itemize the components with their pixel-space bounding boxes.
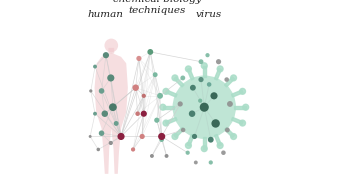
Circle shape xyxy=(158,133,165,140)
Circle shape xyxy=(225,128,230,132)
FancyArrow shape xyxy=(187,68,194,80)
Circle shape xyxy=(210,92,218,99)
Circle shape xyxy=(153,72,158,77)
Text: chemical biology
techniques: chemical biology techniques xyxy=(113,0,202,15)
Circle shape xyxy=(201,63,207,69)
FancyArrow shape xyxy=(224,77,235,87)
Circle shape xyxy=(217,143,223,148)
Circle shape xyxy=(201,146,207,152)
FancyArrow shape xyxy=(232,90,243,97)
Polygon shape xyxy=(95,53,128,174)
Circle shape xyxy=(243,104,249,110)
Circle shape xyxy=(194,160,198,164)
Circle shape xyxy=(89,89,92,93)
Circle shape xyxy=(231,75,237,81)
Circle shape xyxy=(132,84,139,91)
Circle shape xyxy=(109,141,113,145)
Circle shape xyxy=(190,85,196,91)
Circle shape xyxy=(140,134,145,139)
FancyArrow shape xyxy=(174,77,184,87)
FancyArrow shape xyxy=(224,127,235,138)
Circle shape xyxy=(198,99,202,103)
Circle shape xyxy=(186,151,190,155)
Circle shape xyxy=(154,118,159,123)
Circle shape xyxy=(93,65,97,69)
Circle shape xyxy=(207,82,211,87)
FancyArrow shape xyxy=(163,106,174,109)
Circle shape xyxy=(157,93,163,99)
Circle shape xyxy=(136,56,142,61)
Circle shape xyxy=(221,150,226,155)
Circle shape xyxy=(96,148,100,151)
Circle shape xyxy=(99,88,104,94)
Circle shape xyxy=(163,120,169,126)
Circle shape xyxy=(216,59,221,64)
Circle shape xyxy=(185,66,191,72)
Circle shape xyxy=(173,75,236,139)
Circle shape xyxy=(159,137,164,142)
FancyArrow shape xyxy=(165,117,177,124)
Circle shape xyxy=(200,103,209,112)
Circle shape xyxy=(135,112,140,116)
Circle shape xyxy=(93,112,97,116)
Circle shape xyxy=(160,104,166,110)
Circle shape xyxy=(227,101,233,107)
Circle shape xyxy=(172,75,178,81)
Circle shape xyxy=(131,147,135,152)
Circle shape xyxy=(217,66,223,72)
Circle shape xyxy=(240,120,245,126)
Circle shape xyxy=(192,134,197,139)
Circle shape xyxy=(178,101,183,107)
Circle shape xyxy=(104,39,118,52)
FancyArrow shape xyxy=(232,117,243,124)
Circle shape xyxy=(99,130,104,136)
Circle shape xyxy=(172,134,178,139)
Circle shape xyxy=(231,134,237,139)
Circle shape xyxy=(103,52,109,58)
Circle shape xyxy=(118,133,125,140)
Text: human: human xyxy=(87,10,123,19)
Circle shape xyxy=(224,77,229,82)
Circle shape xyxy=(147,49,153,55)
Circle shape xyxy=(211,119,220,128)
Circle shape xyxy=(198,77,204,82)
Circle shape xyxy=(163,88,169,94)
Text: virus: virus xyxy=(195,10,221,19)
FancyArrow shape xyxy=(214,68,221,80)
Circle shape xyxy=(205,53,210,57)
Circle shape xyxy=(164,154,168,158)
Circle shape xyxy=(101,110,108,117)
FancyArrow shape xyxy=(214,134,221,146)
Circle shape xyxy=(114,121,119,126)
FancyArrow shape xyxy=(234,106,246,109)
Circle shape xyxy=(150,154,154,158)
Circle shape xyxy=(240,88,245,94)
Circle shape xyxy=(181,128,185,132)
Circle shape xyxy=(189,110,195,117)
FancyBboxPatch shape xyxy=(109,48,114,53)
Circle shape xyxy=(180,76,185,80)
FancyArrow shape xyxy=(165,90,177,97)
Circle shape xyxy=(185,143,191,148)
FancyArrow shape xyxy=(187,134,194,146)
FancyArrow shape xyxy=(203,137,206,149)
Circle shape xyxy=(89,135,92,138)
FancyArrow shape xyxy=(174,127,184,138)
Circle shape xyxy=(109,103,117,111)
Circle shape xyxy=(141,111,147,117)
Circle shape xyxy=(209,160,213,165)
Circle shape xyxy=(142,94,146,98)
Circle shape xyxy=(198,59,204,64)
FancyArrow shape xyxy=(203,66,206,77)
Circle shape xyxy=(208,137,214,143)
Circle shape xyxy=(107,74,114,81)
